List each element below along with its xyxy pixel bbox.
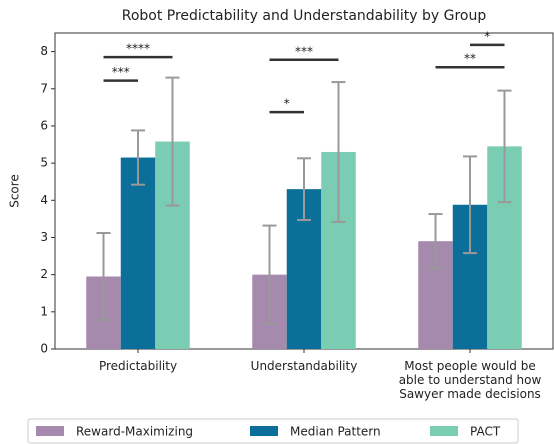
legend: Reward-Maximizing Median Pattern PACT — [27, 418, 519, 444]
error-bar — [165, 76, 180, 207]
error-bar — [262, 224, 277, 325]
y-tick-label: 3 — [40, 230, 48, 244]
legend-swatch — [250, 426, 278, 436]
error-bar — [497, 89, 512, 204]
legend-label: PACT — [470, 425, 501, 439]
bar — [120, 157, 156, 349]
y-tick-label: 4 — [40, 193, 48, 207]
chart-title: Robot Predictability and Understandabili… — [122, 8, 487, 24]
significance-label: *** — [295, 44, 313, 58]
y-tick-label: 0 — [40, 342, 48, 356]
error-bar — [131, 129, 145, 186]
significance-label: ** — [464, 52, 476, 66]
error-bar — [463, 155, 477, 255]
significance-label: *** — [112, 65, 130, 79]
y-tick-label: 8 — [40, 44, 48, 58]
significance-label: **** — [126, 42, 150, 56]
x-tick-label: Understandability — [251, 359, 358, 373]
x-tick-label: Most people would be able to understand h… — [399, 359, 542, 401]
significance-label: * — [484, 29, 490, 43]
error-bar — [331, 81, 346, 223]
y-tick-label: 6 — [40, 118, 48, 132]
y-tick-label: 1 — [40, 304, 48, 318]
x-tick-label: Predictability — [99, 359, 177, 373]
y-tick-label: 5 — [40, 156, 48, 170]
error-bar — [96, 232, 111, 322]
legend-label: Reward-Maximizing — [76, 425, 193, 439]
error-bar — [297, 157, 311, 221]
y-axis-label: Score — [8, 174, 22, 208]
y-tick-label: 7 — [40, 81, 48, 95]
significance-label: * — [284, 97, 290, 111]
y-tick-label: 2 — [40, 267, 48, 281]
legend-swatch — [430, 426, 458, 436]
legend-swatch — [36, 426, 64, 436]
error-bar — [428, 213, 443, 270]
legend-label: Median Pattern — [290, 425, 381, 439]
